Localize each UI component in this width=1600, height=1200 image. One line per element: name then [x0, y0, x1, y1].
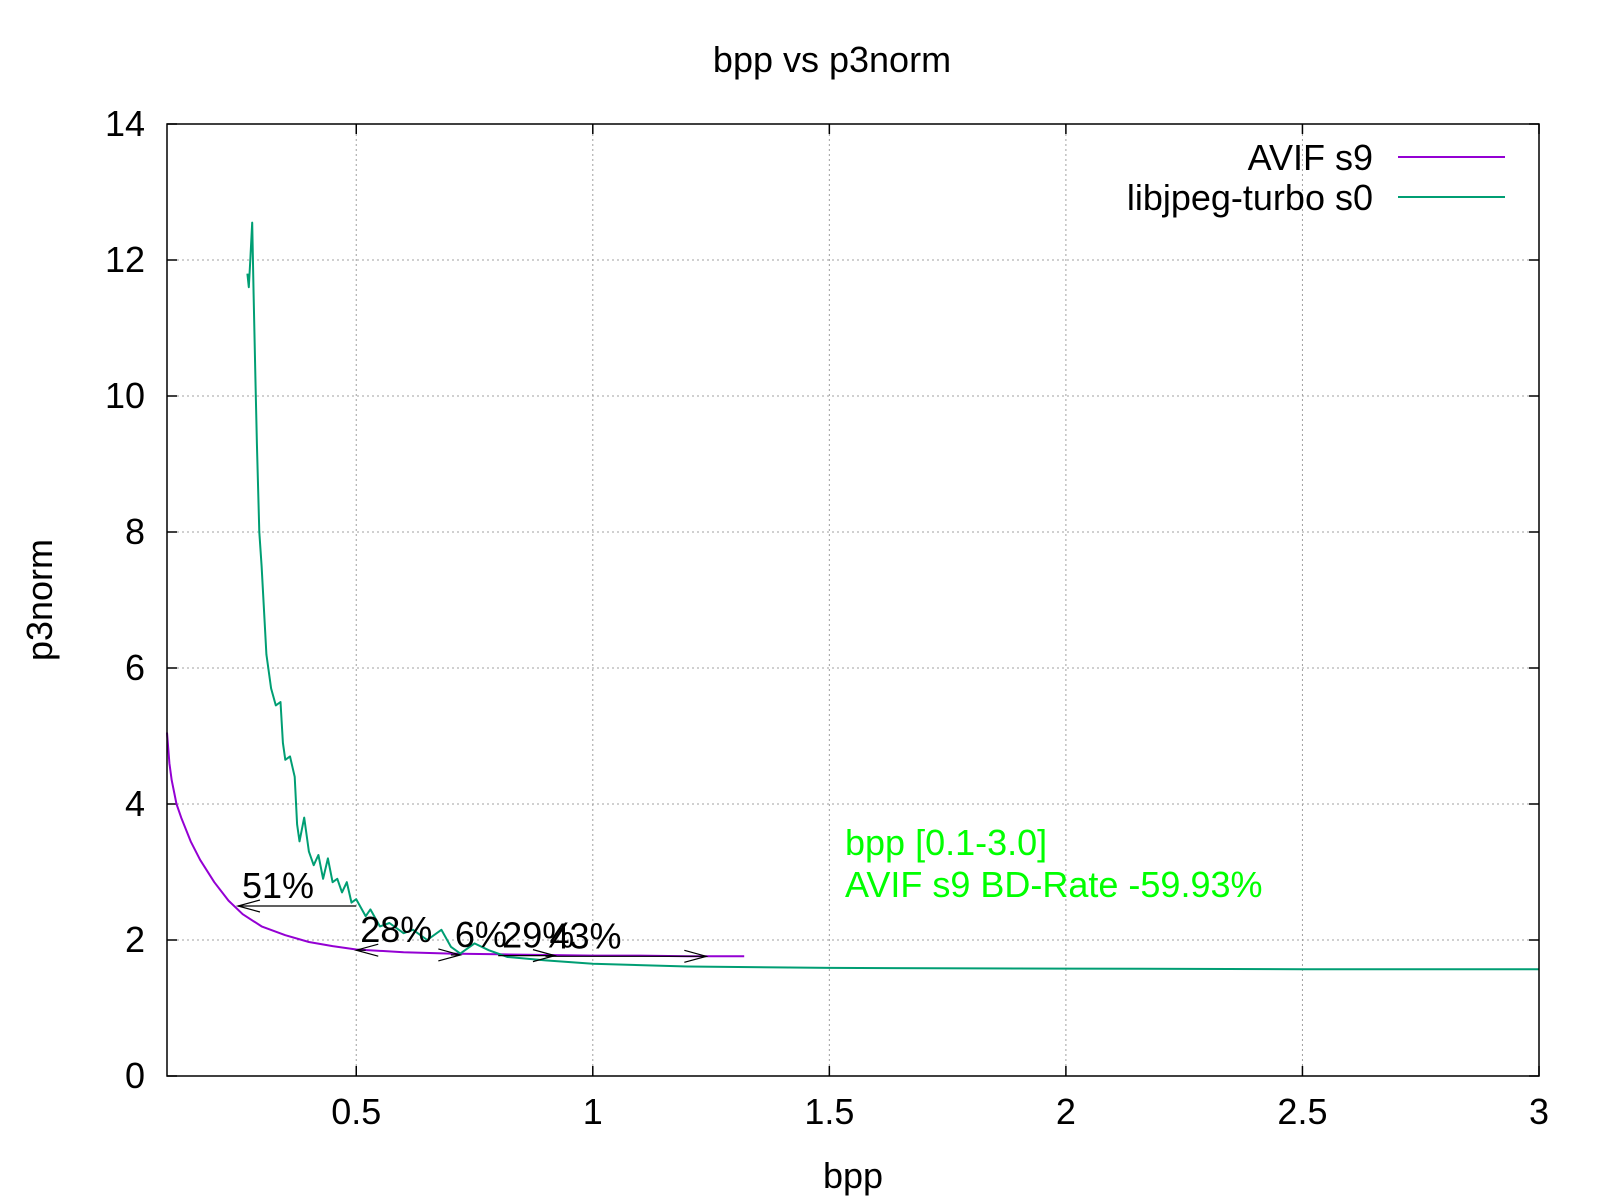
y-axis-title: p3norm — [19, 539, 60, 661]
y-tick-label: 14 — [105, 103, 145, 144]
annotation-label: 28% — [360, 909, 432, 950]
grid — [167, 124, 1539, 1076]
series-line-0 — [166, 732, 745, 958]
annotation-arrowhead — [353, 943, 379, 957]
x-tick-label: 2.5 — [1277, 1091, 1327, 1132]
y-tick-label: 12 — [105, 239, 145, 280]
annotation-arrowhead — [438, 948, 463, 962]
bd-rate-range: bpp [0.1-3.0] — [845, 822, 1047, 863]
x-axis-title: bpp — [823, 1155, 883, 1196]
x-tick-label: 1 — [583, 1091, 603, 1132]
x-tick-label: 1.5 — [804, 1091, 854, 1132]
chart-title: bpp vs p3norm — [713, 39, 951, 80]
series-lines — [166, 221, 1539, 971]
y-tick-label: 2 — [125, 919, 145, 960]
annotations: 51% 28% 6%29%43% — [235, 865, 709, 963]
y-tick-label: 10 — [105, 375, 145, 416]
axis-ticks: 0 2 4 6 8 10 12 14 0.5 1 1.5 2 2.5 3 — [105, 103, 1549, 1132]
y-tick-label: 8 — [125, 511, 145, 552]
annotation-label: 51% — [242, 865, 314, 906]
annotation-arrowhead — [532, 949, 558, 963]
x-tick-label: 3 — [1529, 1091, 1549, 1132]
series-line-1 — [246, 221, 1539, 971]
annotation-label: 29% — [502, 915, 574, 956]
x-tick-label: 0.5 — [331, 1091, 381, 1132]
annotation-label: 43% — [549, 915, 621, 956]
bd-rate-value: AVIF s9 BD-Rate -59.93% — [845, 864, 1263, 905]
legend-label: AVIF s9 — [1248, 137, 1373, 178]
y-tick-label: 6 — [125, 647, 145, 688]
annotation-label: 6% — [455, 914, 507, 955]
y-tick-label: 0 — [125, 1055, 145, 1096]
legend-label: libjpeg-turbo s0 — [1127, 177, 1373, 218]
annotation-arrowhead — [684, 949, 709, 963]
y-tick-label: 4 — [125, 783, 145, 824]
plot-frame — [166, 123, 1540, 1077]
x-tick-label: 2 — [1056, 1091, 1076, 1132]
annotation-arrowhead — [235, 899, 261, 913]
